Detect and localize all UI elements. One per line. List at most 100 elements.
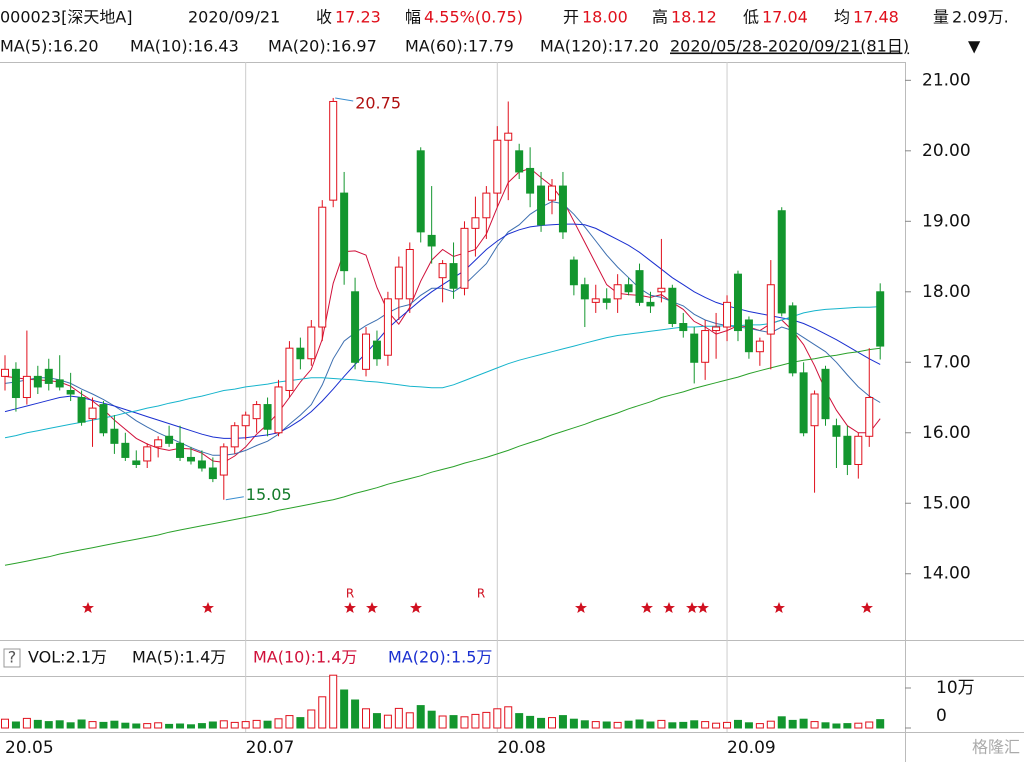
- volume-bar: [832, 723, 841, 729]
- event-marker: R: [477, 587, 485, 601]
- volume-bar: [580, 720, 589, 729]
- candle-body: [526, 167, 535, 194]
- volume-bar: [405, 712, 414, 729]
- field-label: 收: [316, 8, 332, 27]
- volume-bar: [701, 721, 710, 729]
- volume-bar: [471, 713, 480, 729]
- volume-bar: [493, 708, 502, 729]
- watermark: 格隆汇: [972, 738, 1020, 757]
- volume-bar: [394, 707, 403, 729]
- candle-body: [548, 185, 556, 201]
- vol-legend: MA(10):1.4万: [253, 648, 357, 667]
- range-bg: [668, 36, 968, 58]
- ma-lines: [4, 167, 881, 566]
- volume-bar: [44, 721, 53, 729]
- vol-legend: MA(5):1.4万: [132, 648, 226, 667]
- legend-entry: MA(10):16.43: [130, 37, 239, 56]
- volume-bar: [318, 696, 327, 729]
- y-tick-label: 14.00: [922, 564, 971, 584]
- field-label: 均: [834, 8, 850, 27]
- volume-bar: [548, 717, 556, 729]
- legend-entry: MA(60):17.79: [405, 37, 514, 56]
- volume-bar: [307, 709, 316, 729]
- candle-body: [569, 259, 578, 286]
- dropdown[interactable]: ▼: [968, 37, 981, 56]
- high-pointer: [335, 97, 354, 102]
- candle-body: [799, 372, 808, 434]
- volume-bar: [657, 719, 666, 729]
- volume-bar: [690, 720, 699, 729]
- volume-bar: [22, 717, 31, 729]
- volume-bar: [1, 718, 9, 729]
- candle-body: [274, 386, 283, 434]
- candle-body: [788, 305, 797, 374]
- candle-body: [471, 217, 480, 229]
- field-value: 17.48: [853, 8, 899, 27]
- volume-bar: [372, 713, 381, 729]
- help-button[interactable]: [3, 648, 21, 668]
- candle-body: [296, 347, 305, 360]
- volume-bar: [646, 721, 655, 729]
- candle-body: [646, 301, 655, 307]
- candle-body: [143, 446, 152, 462]
- candle-body: [121, 442, 130, 458]
- volume-bar: [55, 720, 64, 729]
- volume-bar: [591, 721, 600, 729]
- field-label: 量: [933, 8, 949, 27]
- candle-body: [843, 435, 852, 465]
- candle-body: [77, 397, 86, 423]
- candle-body: [613, 284, 622, 300]
- candle-body: [340, 192, 349, 272]
- candle-body: [219, 446, 228, 476]
- candle-body: [230, 425, 239, 448]
- candle-body: [854, 435, 863, 465]
- date-range[interactable]: 2020/05/28-2020/09/21(81日): [670, 37, 909, 56]
- candle-body: [351, 291, 360, 363]
- candle-body: [493, 139, 502, 194]
- legend-entry: MA(20):16.97: [268, 37, 377, 56]
- y-tick-label: 16.00: [922, 423, 971, 443]
- candle-body: [876, 291, 885, 347]
- event-stars: [82, 602, 873, 613]
- candle-body: [285, 347, 294, 391]
- volume-bar: [723, 721, 732, 729]
- candle-body: [44, 368, 53, 384]
- volume-bar: [733, 719, 742, 729]
- volume-bar: [854, 722, 863, 729]
- candle-body: [668, 287, 677, 325]
- candle-body: [744, 319, 753, 353]
- x-tick-label: 20.09: [727, 738, 776, 758]
- volume-bar: [351, 699, 360, 729]
- volume-bar: [33, 719, 42, 729]
- legend-entry: MA(5):16.20: [0, 37, 99, 56]
- field-value: 17.04: [762, 8, 808, 27]
- volume-bar: [788, 719, 797, 729]
- volume-bar: [438, 715, 447, 729]
- high-label: 20.75: [355, 93, 401, 112]
- volume-bar: [777, 716, 786, 729]
- volume-bar: [11, 721, 20, 729]
- volume-bar: [121, 722, 130, 729]
- candle-body: [176, 442, 185, 458]
- candle-body: [66, 389, 75, 395]
- candle-body: [208, 467, 217, 480]
- volume-bar: [635, 719, 644, 729]
- volume-bar: [810, 721, 819, 729]
- volume-bar: [285, 715, 294, 729]
- candle-body: [1, 368, 9, 377]
- volume-bar: [515, 713, 524, 729]
- field-label: 开: [563, 8, 579, 27]
- volume-bar: [712, 722, 721, 729]
- volume-bar: [843, 723, 852, 729]
- candle-body: [537, 185, 546, 226]
- volume-bar: [744, 722, 753, 729]
- volume-bar: [132, 723, 141, 729]
- field-value: 18.12: [671, 8, 717, 27]
- y-tick-label: 17.00: [922, 352, 971, 372]
- frame: [0, 62, 1024, 762]
- volume-bar: [876, 719, 885, 729]
- volume-bar: [208, 721, 217, 729]
- help-icon[interactable]: ?: [8, 648, 17, 667]
- candle-body: [132, 460, 141, 465]
